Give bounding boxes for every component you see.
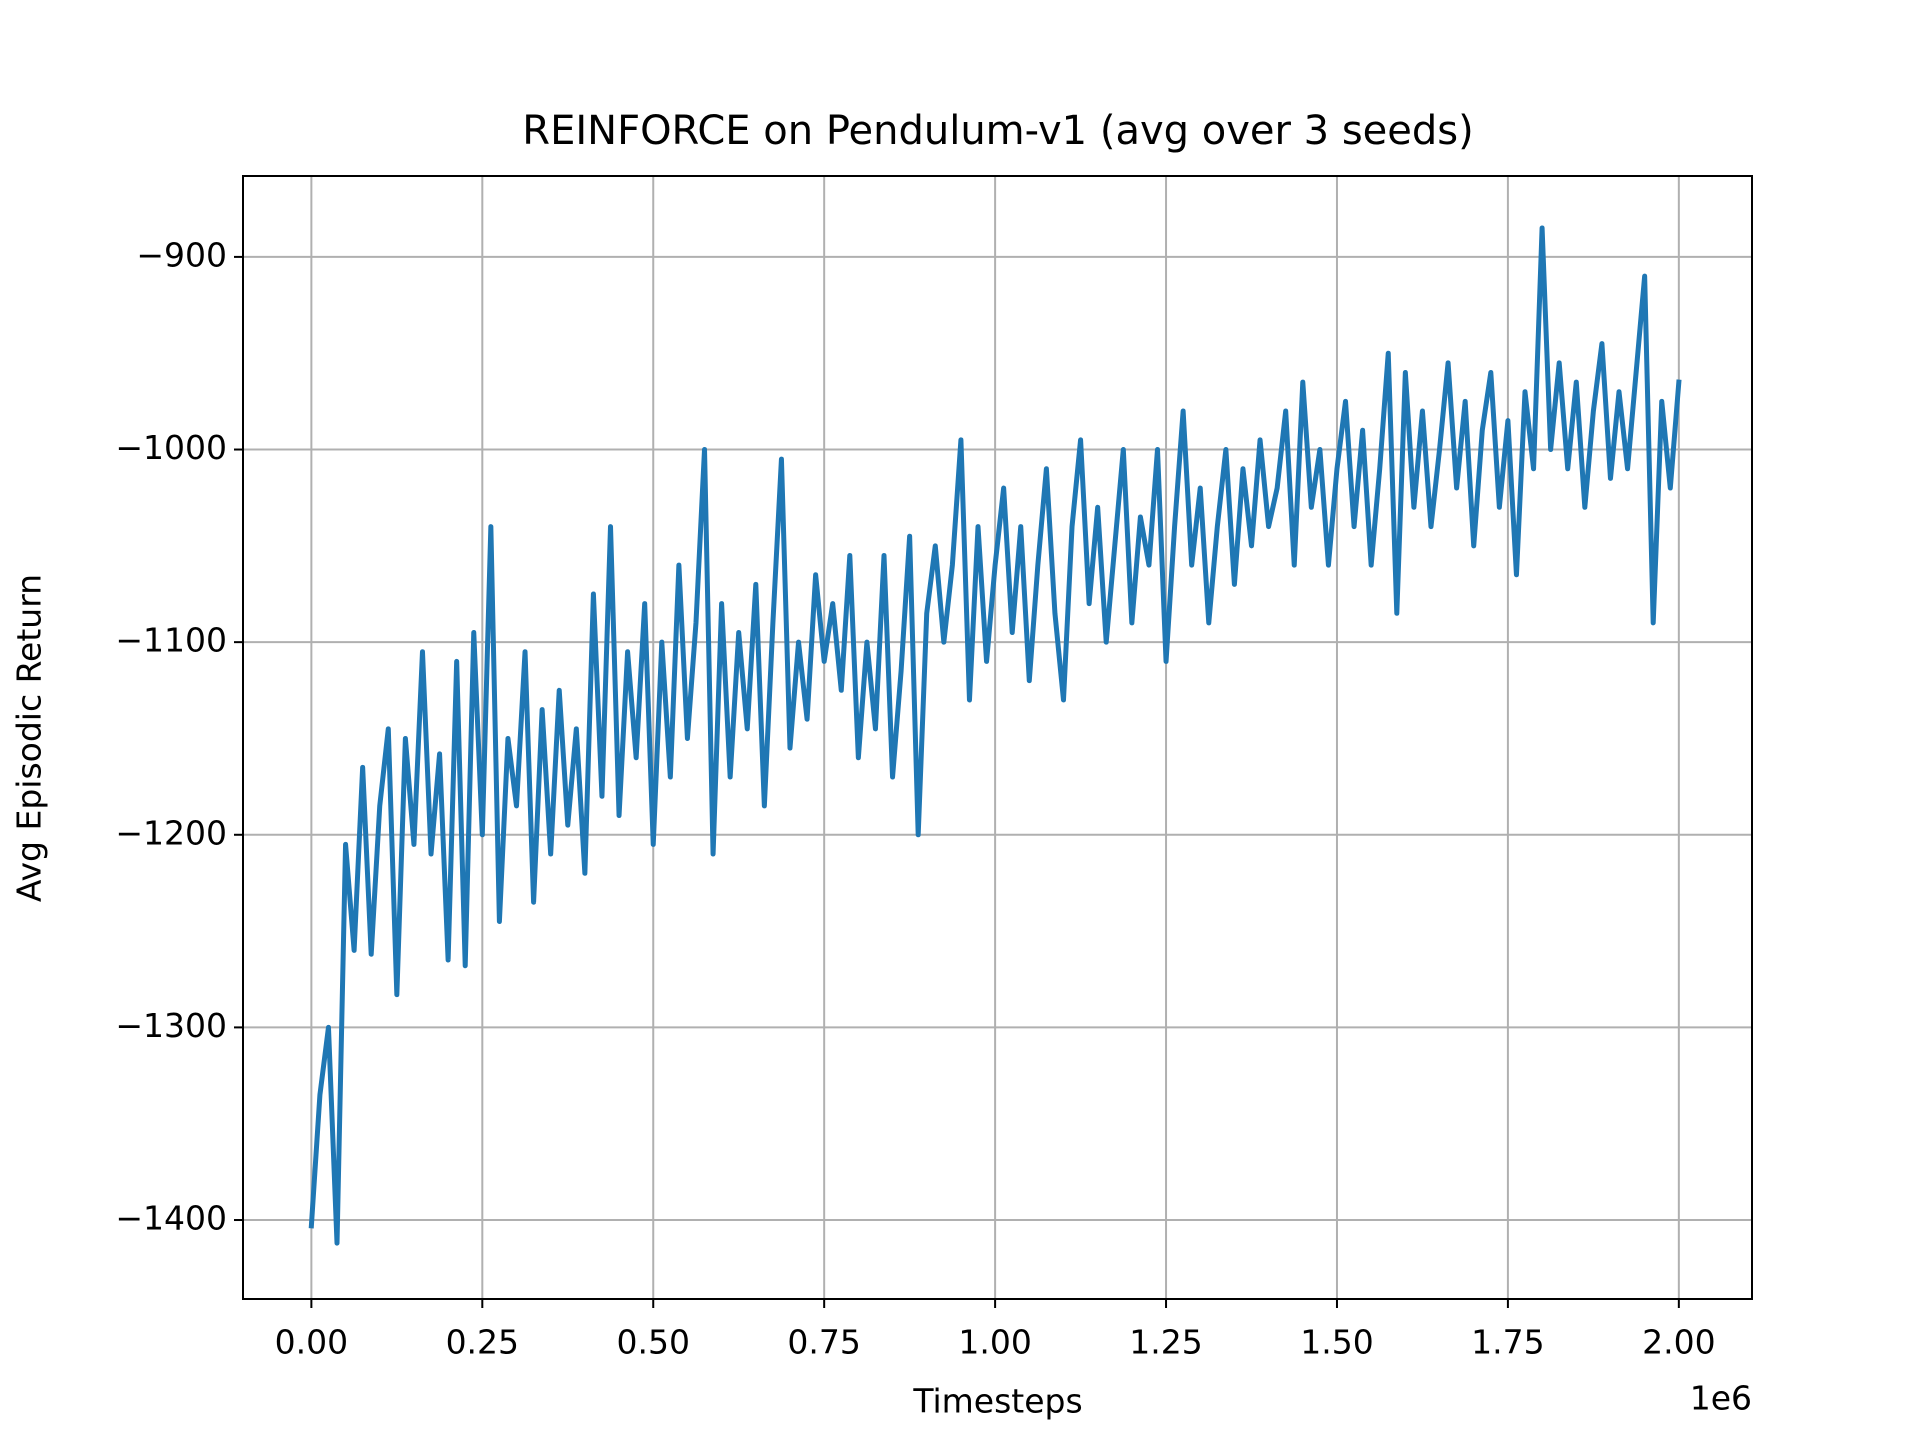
y-tick-label: −1300 <box>115 1006 227 1045</box>
data-line <box>308 225 1682 1246</box>
plot-frame <box>242 175 1753 1300</box>
y-tick-label: −1400 <box>115 1199 227 1238</box>
y-tick-label: −1200 <box>115 813 227 852</box>
y-tick-label: −900 <box>136 235 227 274</box>
x-tick-label: 0.25 <box>446 1323 519 1362</box>
x-tick-label: 0.00 <box>275 1323 348 1362</box>
x-tick-label: 0.75 <box>787 1323 860 1362</box>
x-tick-label: 1.25 <box>1129 1323 1202 1362</box>
x-tick-label: 1.75 <box>1471 1323 1544 1362</box>
y-tick-label: −1000 <box>115 428 227 467</box>
y-tick-label: −1100 <box>115 621 227 660</box>
x-tick-label: 1.00 <box>958 1323 1031 1362</box>
x-axis-label: Timesteps <box>912 1382 1082 1421</box>
x-tick-label: 2.00 <box>1642 1323 1715 1362</box>
x-tick-label: 1.50 <box>1300 1323 1373 1362</box>
x-tick-label: 0.50 <box>616 1323 689 1362</box>
chart-title: REINFORCE on Pendulum-v1 (avg over 3 see… <box>522 108 1473 154</box>
y-axis-label: Avg Episodic Return <box>10 574 49 902</box>
x-offset-label: 1e6 <box>1690 1379 1752 1418</box>
